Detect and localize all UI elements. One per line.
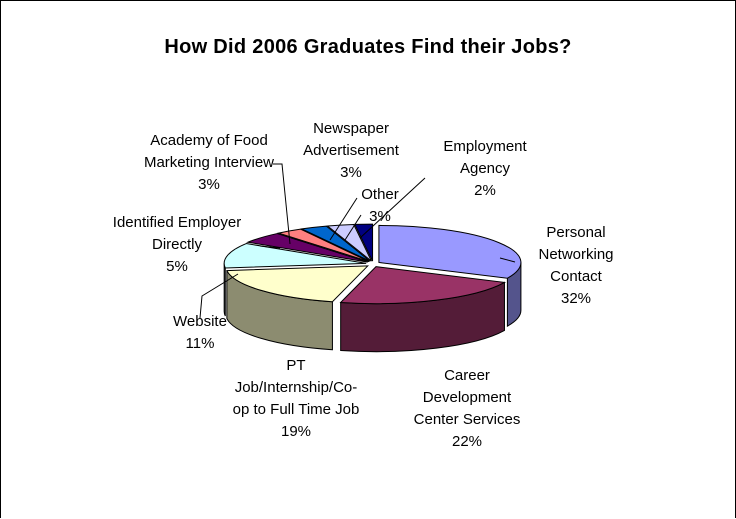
label-line: PT: [286, 357, 306, 374]
label-value: 11%: [185, 335, 215, 352]
label-value: 5%: [166, 258, 188, 275]
leader-line: [273, 163, 291, 245]
leader-line: [199, 273, 239, 319]
label-value: 22%: [451, 433, 483, 450]
pie-slice: [339, 266, 507, 305]
label-line: Job/Internship/Co-: [234, 379, 358, 396]
label-line: Contact: [550, 268, 602, 285]
label-value: 2%: [474, 182, 496, 199]
label-line: Agency: [459, 160, 511, 177]
label-line: Development: [422, 389, 512, 406]
label-line: Identified Employer: [112, 214, 242, 231]
pie-slice: [300, 225, 371, 262]
leader-line: [259, 245, 281, 249]
label-line: Directly: [151, 236, 202, 253]
leader-lines: [199, 163, 516, 319]
label-academy-food-marketing: Academy of Food Marketing Interview 3%: [124, 130, 294, 196]
label-personal-networking: Personal Networking Contact 32%: [516, 222, 636, 310]
pie-slice: [378, 224, 522, 279]
label-other: Other 3%: [355, 184, 405, 228]
label-line: Website: [173, 313, 227, 330]
label-line: Newspaper: [313, 120, 389, 137]
label-newspaper: Newspaper Advertisement 3%: [296, 118, 406, 184]
label-line: Networking: [538, 246, 614, 263]
label-value: 3%: [369, 208, 391, 225]
label-website: Website 11%: [160, 311, 240, 355]
label-value: 3%: [198, 176, 220, 193]
pie-tops: [223, 223, 522, 305]
pie-slice: [246, 233, 368, 263]
pie-slice: [223, 243, 367, 269]
label-line: Center Services: [413, 411, 521, 428]
label-line: Marketing Interview: [143, 154, 275, 171]
label-line: Academy of Food: [150, 132, 268, 149]
leader-line: [344, 214, 362, 241]
label-career-development: Career Development Center Services 22%: [402, 365, 532, 453]
label-identified-employer: Identified Employer Directly 5%: [102, 212, 252, 278]
pie-slice: [326, 223, 372, 262]
label-line: Personal: [546, 224, 606, 241]
leader-line: [499, 257, 516, 263]
label-line: Other: [361, 186, 399, 203]
label-pt-job: PT Job/Internship/Co- op to Full Time Jo…: [221, 355, 371, 443]
leader-line: [329, 197, 358, 241]
label-value: 19%: [280, 423, 312, 440]
leader-line: [359, 177, 426, 239]
pie-slice: [276, 228, 370, 263]
chart-title: How Did 2006 Graduates Find their Jobs?: [164, 36, 572, 58]
label-value: 3%: [340, 164, 362, 181]
label-line: Career: [444, 367, 490, 384]
pie-sides: [223, 262, 522, 353]
label-employment-agency: Employment Agency 2%: [430, 136, 540, 202]
pie-slice: [226, 265, 369, 303]
label-value: 32%: [560, 290, 592, 307]
label-line: Advertisement: [303, 142, 399, 159]
label-line: op to Full Time Job: [232, 401, 360, 418]
label-line: Employment: [443, 138, 527, 155]
